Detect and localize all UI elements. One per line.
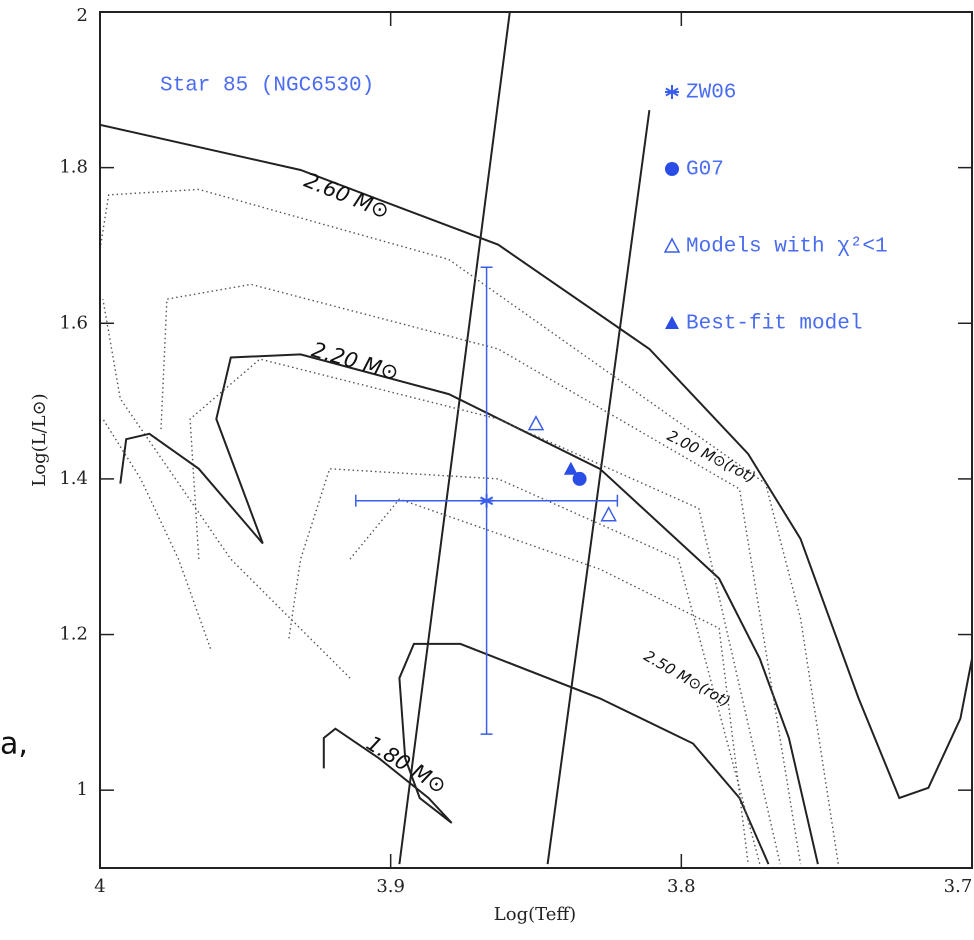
track-label: 2.00 M⊙(rot)	[664, 427, 758, 487]
y-tick-label: 1.6	[59, 312, 88, 333]
track-label: 2.60 M⊙	[301, 168, 393, 224]
model-track	[102, 298, 351, 679]
legend-label: Models with χ²<1	[686, 236, 888, 259]
y-tick-label: 1.2	[59, 624, 88, 645]
evolution-track	[215, 353, 819, 865]
evolution-track	[322, 642, 770, 865]
legend-label: G07	[686, 159, 724, 182]
x-tick-label: 3.9	[376, 876, 405, 897]
legend-marker	[665, 162, 679, 176]
track-label: 2.20 M⊙	[309, 338, 401, 386]
track-label: 2.50 M⊙(rot)	[641, 647, 734, 711]
y-tick-label: 1	[77, 779, 88, 800]
model-track	[100, 188, 839, 865]
y-tick-label: 2	[77, 5, 88, 26]
triangle-marker	[563, 461, 578, 475]
x-tick-label: 4	[94, 876, 105, 897]
model-track	[288, 468, 761, 865]
side-text: a,	[0, 727, 28, 762]
model-track	[102, 418, 212, 649]
legend-marker	[665, 316, 679, 329]
evolution-track	[546, 109, 651, 865]
y-tick-label: 1.8	[59, 157, 88, 178]
evolution-track	[398, 12, 511, 865]
x-tick-label: 3.7	[944, 876, 973, 897]
legend-marker	[663, 237, 681, 253]
y-axis-label: Log(L/L⊙)	[29, 393, 50, 486]
plot-area	[100, 12, 972, 865]
plot-frame	[99, 11, 973, 869]
y-tick-label: 1.4	[59, 468, 88, 489]
model-track	[160, 283, 802, 865]
x-tick-label: 3.8	[667, 876, 696, 897]
open-triangle-marker	[600, 506, 617, 522]
star-marker	[479, 493, 494, 508]
legend-label: Best-fit model	[686, 313, 862, 336]
x-axis-label: Log(Teff)	[494, 904, 576, 925]
evolution-track	[119, 432, 264, 545]
model-track	[189, 358, 781, 865]
legend-label: ZW06	[686, 82, 736, 105]
track-label: 1.80 M⊙	[362, 731, 450, 799]
open-triangle-marker	[527, 415, 545, 431]
evolution-track	[100, 123, 972, 800]
circle-marker	[572, 471, 587, 486]
chart-title: Star 85 (NGC6530)	[160, 75, 374, 98]
legend-marker	[665, 85, 679, 99]
